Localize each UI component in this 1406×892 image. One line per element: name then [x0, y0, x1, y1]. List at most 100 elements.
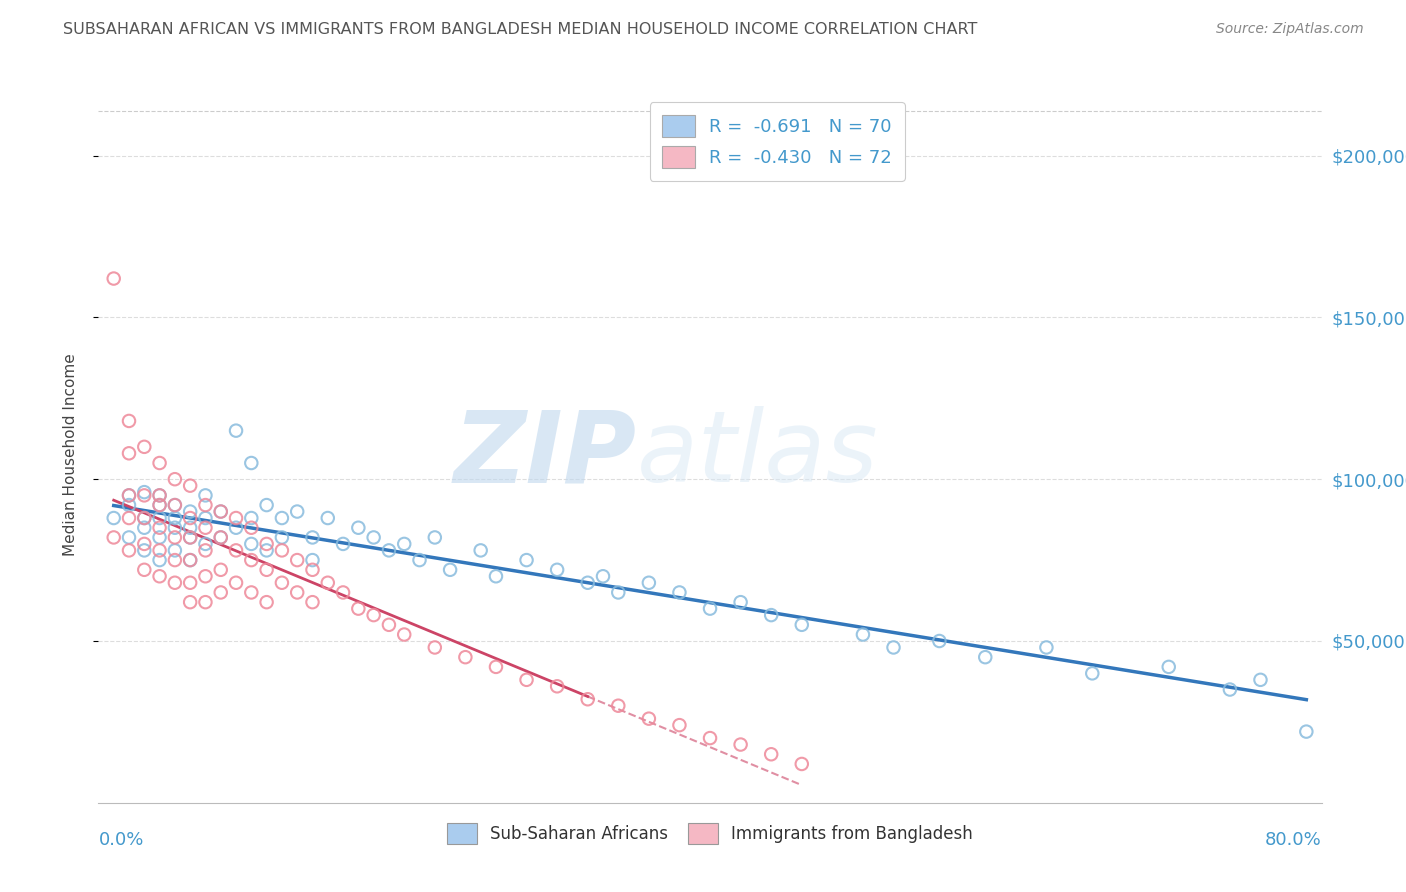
Point	[256, 537, 278, 551]
Point	[194, 595, 217, 609]
Point	[194, 488, 217, 502]
Point	[163, 511, 186, 525]
Point	[730, 738, 752, 752]
Text: ZIP: ZIP	[454, 407, 637, 503]
Point	[149, 569, 172, 583]
Point	[363, 531, 385, 545]
Point	[730, 595, 752, 609]
Point	[163, 498, 186, 512]
Point	[1219, 682, 1241, 697]
Point	[103, 511, 125, 525]
Y-axis label: Median Household Income: Median Household Income	[63, 353, 77, 557]
Point	[285, 504, 308, 518]
Point	[225, 424, 247, 438]
Point	[270, 543, 292, 558]
Point	[149, 456, 172, 470]
Point	[240, 511, 263, 525]
Point	[347, 601, 370, 615]
Point	[423, 640, 446, 655]
Text: SUBSAHARAN AFRICAN VS IMMIGRANTS FROM BANGLADESH MEDIAN HOUSEHOLD INCOME CORRELA: SUBSAHARAN AFRICAN VS IMMIGRANTS FROM BA…	[63, 22, 977, 37]
Point	[149, 543, 172, 558]
Point	[194, 569, 217, 583]
Point	[194, 537, 217, 551]
Point	[546, 563, 568, 577]
Point	[637, 575, 661, 590]
Point	[576, 575, 599, 590]
Point	[209, 563, 232, 577]
Point	[163, 521, 186, 535]
Point	[699, 731, 721, 745]
Point	[301, 553, 323, 567]
Text: Source: ZipAtlas.com: Source: ZipAtlas.com	[1216, 22, 1364, 37]
Point	[316, 511, 339, 525]
Point	[883, 640, 905, 655]
Point	[256, 563, 278, 577]
Point	[118, 488, 141, 502]
Text: 0.0%: 0.0%	[98, 830, 143, 848]
Point	[1157, 660, 1180, 674]
Point	[1035, 640, 1057, 655]
Point	[485, 569, 508, 583]
Point	[179, 504, 201, 518]
Point	[759, 747, 782, 762]
Point	[209, 585, 232, 599]
Point	[209, 531, 232, 545]
Point	[225, 575, 247, 590]
Point	[256, 543, 278, 558]
Point	[1249, 673, 1271, 687]
Point	[194, 543, 217, 558]
Point	[256, 498, 278, 512]
Point	[301, 531, 323, 545]
Point	[790, 617, 813, 632]
Point	[316, 575, 339, 590]
Point	[209, 504, 232, 518]
Point	[179, 595, 201, 609]
Point	[225, 521, 247, 535]
Point	[149, 553, 172, 567]
Point	[179, 478, 201, 492]
Point	[240, 456, 263, 470]
Point	[163, 543, 186, 558]
Point	[149, 531, 172, 545]
Point	[134, 485, 156, 500]
Point	[378, 617, 401, 632]
Point	[485, 660, 508, 674]
Point	[194, 511, 217, 525]
Point	[516, 673, 538, 687]
Point	[103, 271, 125, 285]
Point	[576, 692, 599, 706]
Point	[270, 531, 292, 545]
Point	[225, 511, 247, 525]
Point	[270, 575, 292, 590]
Point	[408, 553, 430, 567]
Point	[363, 608, 385, 623]
Point	[270, 511, 292, 525]
Point	[149, 498, 172, 512]
Point	[301, 563, 323, 577]
Point	[392, 537, 416, 551]
Legend: Sub-Saharan Africans, Immigrants from Bangladesh: Sub-Saharan Africans, Immigrants from Ba…	[437, 814, 983, 854]
Point	[163, 553, 186, 567]
Point	[179, 521, 201, 535]
Point	[118, 543, 141, 558]
Point	[928, 634, 950, 648]
Point	[225, 543, 247, 558]
Point	[423, 531, 446, 545]
Point	[974, 650, 997, 665]
Point	[179, 575, 201, 590]
Point	[134, 521, 156, 535]
Point	[194, 521, 217, 535]
Point	[1295, 724, 1317, 739]
Point	[790, 756, 813, 771]
Point	[392, 627, 416, 641]
Point	[209, 504, 232, 518]
Point	[516, 553, 538, 567]
Point	[240, 537, 263, 551]
Point	[118, 414, 141, 428]
Point	[209, 531, 232, 545]
Point	[134, 543, 156, 558]
Point	[607, 698, 630, 713]
Point	[149, 521, 172, 535]
Point	[134, 537, 156, 551]
Point	[668, 718, 690, 732]
